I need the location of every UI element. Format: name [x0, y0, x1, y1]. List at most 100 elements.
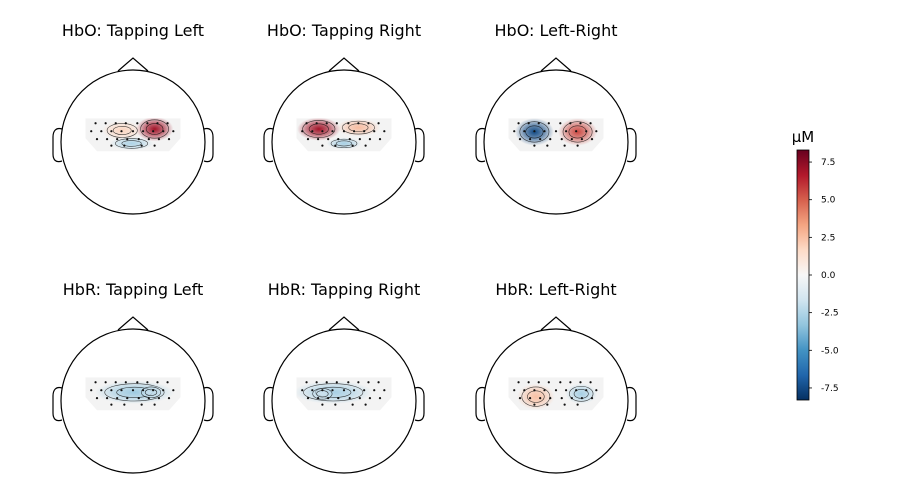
- sensor-dot: [513, 389, 516, 392]
- sensor-dot: [100, 389, 103, 392]
- nose-outline: [328, 316, 360, 331]
- sensor-dot: [167, 138, 171, 141]
- sensor-dot: [141, 389, 145, 392]
- head-outline: [271, 328, 417, 474]
- sensor-dot: [157, 397, 161, 400]
- sensor-dot: [383, 130, 386, 133]
- sensor-dot: [120, 130, 123, 133]
- sensor-dot: [589, 122, 592, 125]
- sensor-dot: [123, 144, 126, 147]
- sensor-dot: [325, 381, 328, 384]
- right-ear-outline: [414, 127, 425, 163]
- colorbar-tick-label: 5.0: [821, 196, 836, 206]
- colorbar-gradient: [796, 149, 810, 401]
- sensor-dot: [305, 381, 308, 384]
- contour-line: [569, 385, 594, 402]
- sensor-dot: [543, 389, 546, 392]
- sensor-dot: [114, 381, 117, 384]
- topomap-panel: HbO: Tapping Left: [52, 21, 214, 215]
- panel-title: HbO: Left-Right: [495, 21, 618, 40]
- activation-blob: [336, 118, 380, 137]
- contour-line: [335, 140, 353, 147]
- activation-map: [296, 118, 392, 152]
- sensor-dot: [539, 138, 542, 141]
- sensor-dot: [518, 397, 522, 400]
- colorbar-tick-label: -7.5: [821, 384, 839, 394]
- topomap-panel: HbR: Tapping Left: [52, 280, 214, 474]
- sensor-dot: [321, 389, 324, 392]
- left-ear-outline: [475, 386, 486, 422]
- sensor-dot: [377, 381, 380, 384]
- sensor-dot: [167, 397, 171, 400]
- sensor-dot: [334, 144, 337, 147]
- left-ear-outline: [263, 386, 274, 422]
- colorbar-tick-label: 2.5: [821, 233, 835, 243]
- sensor-dot: [585, 130, 588, 133]
- sensor-dot: [517, 381, 520, 384]
- sensor-dot: [315, 381, 318, 384]
- sensor-dot: [595, 389, 598, 392]
- activation-blob: [297, 118, 341, 141]
- colorbar-tick-label: -2.5: [821, 309, 839, 319]
- sensor-dot: [546, 144, 549, 147]
- sensor-dot: [94, 122, 97, 125]
- contour-line: [104, 383, 165, 402]
- sensor-dot: [146, 122, 149, 125]
- sensor-dot: [162, 130, 165, 133]
- sensor-dot: [367, 122, 370, 125]
- sensor-dot: [126, 397, 129, 400]
- sensor-dot: [147, 397, 150, 400]
- sensor-dot: [373, 130, 376, 133]
- head-outline: [60, 328, 206, 474]
- left-ear-outline: [263, 127, 274, 163]
- colorbar: µM 7.5 5.0 2.5 0.0 -2.5 -5.0 -7.5: [792, 128, 839, 401]
- contour-line: [312, 388, 333, 400]
- contour-line: [106, 123, 138, 138]
- sensor-dot: [373, 389, 376, 392]
- sensor-dot: [137, 397, 140, 400]
- sensor-dot: [301, 130, 304, 133]
- head-outline: [483, 328, 629, 474]
- sensor-dot: [383, 389, 386, 392]
- sensor-dot: [576, 403, 579, 406]
- contour-line: [112, 125, 132, 135]
- sensor-dot: [166, 381, 169, 384]
- sensor-dot: [367, 381, 370, 384]
- contour-line: [330, 138, 358, 149]
- activation-blob: [565, 383, 598, 404]
- sensor-dot: [337, 138, 340, 141]
- sensor-dot: [136, 381, 139, 384]
- sensor-dot: [141, 130, 145, 133]
- contour-line: [144, 388, 158, 396]
- sensor-dot: [311, 130, 314, 133]
- right-ear-outline: [203, 127, 214, 163]
- activation-blob: [109, 136, 154, 150]
- sensor-dot: [589, 381, 592, 384]
- sensor-dot: [351, 144, 354, 147]
- head-outline: [271, 69, 417, 215]
- sensor-dot: [579, 381, 582, 384]
- sensor-dot: [327, 138, 330, 141]
- activation-map: [296, 377, 392, 411]
- contour-line: [308, 123, 329, 135]
- contour-line: [121, 140, 142, 147]
- head-outline: [483, 69, 629, 215]
- sensor-dot: [342, 389, 346, 392]
- panel-title: HbO: Tapping Right: [267, 21, 421, 40]
- sensor-dot: [147, 138, 150, 141]
- sensor-dot: [157, 138, 161, 141]
- sensor-dot: [335, 381, 338, 384]
- sensor-dot: [554, 130, 558, 133]
- sensor-dot: [580, 397, 584, 400]
- sensor-dot: [124, 381, 127, 384]
- sensor-dot: [523, 389, 526, 392]
- sensor-dot: [94, 381, 97, 384]
- sensor-dot: [527, 381, 530, 384]
- sensor-dot: [146, 381, 149, 384]
- contour-line: [115, 138, 149, 149]
- sensor-dot: [368, 397, 372, 400]
- sensor-dot: [352, 389, 356, 392]
- sensor-dot: [331, 130, 334, 133]
